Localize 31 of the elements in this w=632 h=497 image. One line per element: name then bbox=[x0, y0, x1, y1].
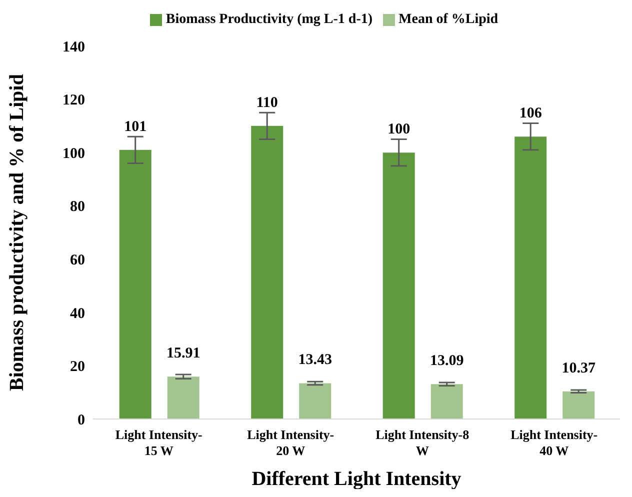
bar bbox=[562, 391, 595, 419]
data-label: 101 bbox=[124, 118, 147, 135]
x-tick-label: Light Intensity-8 W bbox=[376, 427, 470, 458]
bar bbox=[299, 383, 332, 419]
x-tick-label: Light Intensity-20 W bbox=[247, 427, 334, 458]
y-tick-label: 60 bbox=[70, 252, 85, 268]
data-label: 15.91 bbox=[166, 346, 200, 362]
legend-label: Mean of %Lipid bbox=[398, 12, 498, 27]
y-tick-label: 20 bbox=[70, 359, 85, 376]
data-label: 13.43 bbox=[298, 352, 332, 368]
x-tick-label: Light Intensity-15 W bbox=[115, 427, 202, 458]
bar bbox=[251, 126, 284, 419]
bar bbox=[167, 376, 200, 419]
data-label: 100 bbox=[388, 122, 410, 138]
data-label: 13.09 bbox=[430, 353, 464, 370]
y-tick-label: 100 bbox=[62, 146, 85, 162]
bar bbox=[119, 150, 152, 419]
bar bbox=[382, 152, 415, 419]
y-tick-label: 140 bbox=[62, 39, 85, 56]
bar bbox=[514, 136, 547, 419]
y-tick-label: 80 bbox=[70, 199, 85, 216]
bar bbox=[430, 384, 463, 419]
x-tick-label: Light Intensity-40 W bbox=[510, 427, 598, 458]
data-label: 106 bbox=[519, 106, 542, 122]
y-tick-label: 120 bbox=[62, 92, 85, 109]
y-tick-label: 0 bbox=[78, 412, 85, 428]
y-tick-label: 40 bbox=[70, 306, 85, 322]
data-label: 10.37 bbox=[562, 360, 596, 376]
data-label: 110 bbox=[256, 94, 278, 111]
y-axis-title: Biomass productivity and % of Lipid bbox=[6, 74, 28, 391]
legend-label: Biomass Productivity (mg L-1 d-1) bbox=[166, 12, 373, 27]
